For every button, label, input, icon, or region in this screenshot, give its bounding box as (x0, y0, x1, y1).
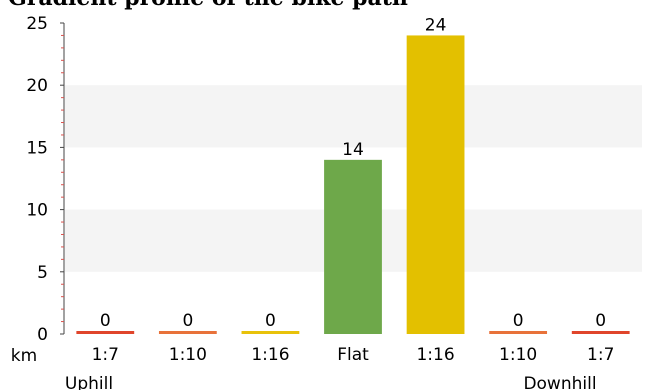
page-title: Gradient profile of the bike path (8, 0, 408, 11)
y-tick-label: 5 (37, 263, 48, 283)
x-category-label: 1:16 (251, 345, 289, 365)
x-category-label: 1:10 (169, 345, 207, 365)
bar-value-label: 14 (342, 140, 364, 160)
x-category-label: 1:7 (92, 345, 119, 365)
bar-series: 0 0 0 14 24 0 0 (76, 15, 630, 334)
x-category-label: 1:16 (416, 345, 454, 365)
x-category-label: Flat (337, 345, 369, 365)
uphill-label: Uphill (65, 374, 113, 390)
bar (571, 331, 630, 334)
bar (489, 331, 548, 334)
y-tick-label: 25 (26, 14, 48, 34)
bar-value-label: 0 (265, 311, 276, 331)
y-tick-label: 20 (26, 76, 48, 96)
bar-value-label: 0 (513, 311, 524, 331)
bar (76, 331, 135, 334)
y-tick-label: 15 (26, 138, 48, 158)
bar (324, 159, 382, 334)
bar (241, 331, 300, 334)
background-band (65, 85, 642, 148)
x-category-label: 1:7 (587, 345, 614, 365)
bar-value-label: 0 (100, 311, 111, 331)
bar-value-label: 24 (425, 15, 447, 35)
bar-value-label: 0 (182, 311, 193, 331)
x-axis-labels: 1:7 1:10 1:16 Flat 1:16 1:10 1:7 (92, 345, 615, 365)
bar-value-label: 0 (595, 311, 606, 331)
downhill-label: Downhill (523, 374, 596, 390)
bar (158, 331, 217, 334)
y-tick-label: 10 (26, 201, 48, 221)
bar (406, 35, 465, 334)
x-category-label: 1:10 (499, 345, 537, 365)
y-axis-ticks: 0 5 10 15 20 25 (26, 14, 64, 345)
y-tick-label: 0 (37, 325, 48, 345)
unit-label: km (11, 346, 37, 366)
